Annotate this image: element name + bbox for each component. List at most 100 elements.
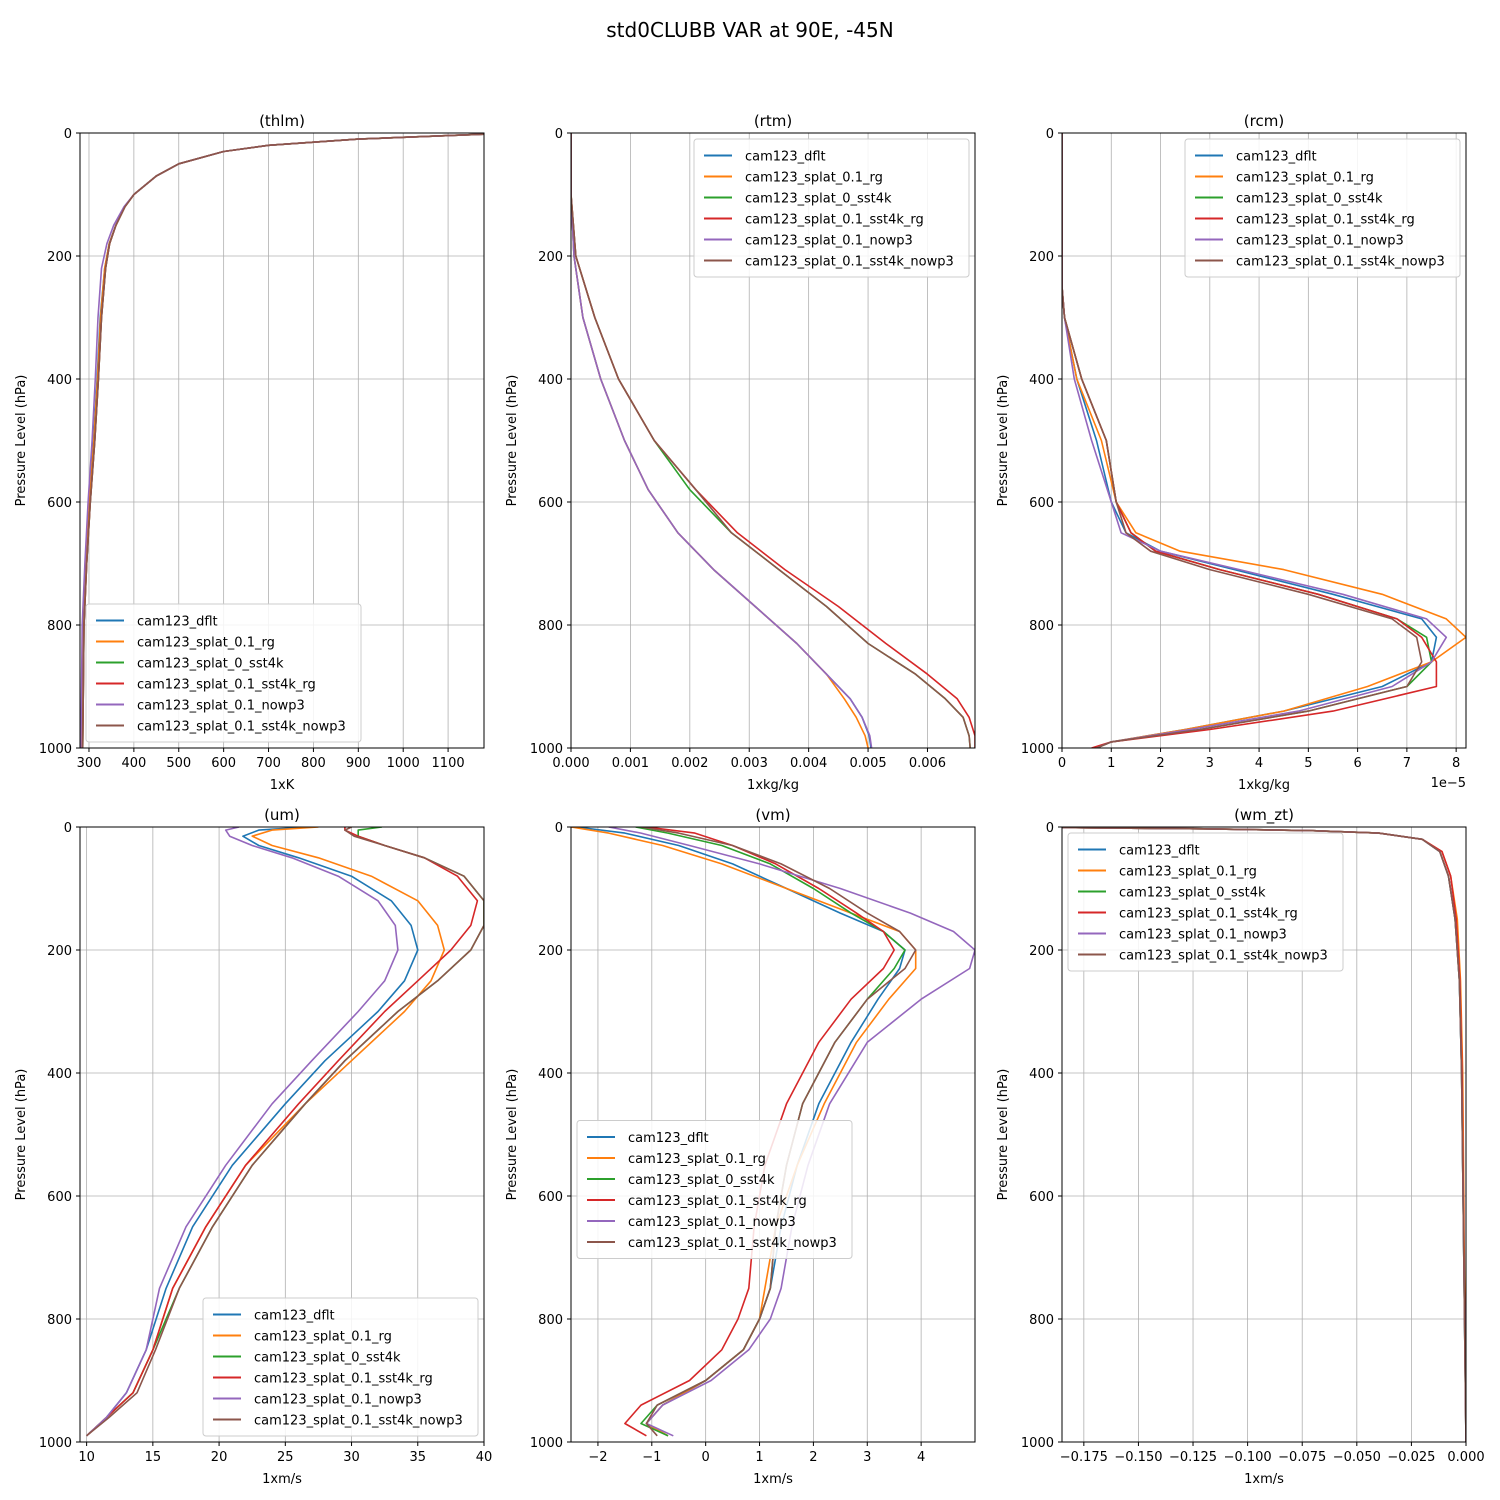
x-tick-label: 0.003 [731, 756, 768, 771]
x-axis-label: 1xm/s [1244, 1472, 1284, 1487]
series-line-4 [608, 827, 975, 1437]
legend-label-2: cam123_splat_0_sst4k [628, 1173, 775, 1188]
legend-label-1: cam123_splat_0.1_rg [745, 171, 883, 186]
y-tick-label: 200 [538, 944, 563, 959]
x-tick-label: −0.050 [1333, 1450, 1381, 1465]
y-tick-label: 1000 [1021, 742, 1054, 757]
y-tick-label: 800 [47, 1313, 72, 1328]
x-tick-label: −0.100 [1224, 1450, 1272, 1465]
x-tick-label: 6 [1353, 756, 1361, 771]
x-tick-label: 500 [166, 756, 191, 771]
legend-label-3: cam123_splat_0.1_sst4k_rg [628, 1194, 807, 1209]
y-tick-label: 0 [555, 821, 563, 836]
y-tick-label: 600 [538, 496, 563, 511]
legend: cam123_dflt cam123_splat_0.1_rg cam123_spl… [85, 603, 362, 743]
series-line-5 [81, 133, 484, 748]
figure-suptitle: std0CLUBB VAR at 90E, -45N [606, 18, 893, 42]
subplot-0: 300 400 500 600 700 800 900 1000 1100 0 200 400 600 8… [14, 112, 485, 793]
subplot-1: 0.000 0.001 0.002 0.003 0.004 0.005 0.006 0 200 4… [505, 112, 976, 793]
y-tick-label: 0 [1046, 127, 1054, 142]
y-tick-label: 800 [1029, 619, 1054, 634]
x-tick-label: 0.006 [909, 756, 946, 771]
legend-frame [693, 138, 970, 278]
x-tick-label: −0.075 [1278, 1450, 1326, 1465]
legend-label-3: cam123_splat_0.1_sst4k_rg [1236, 213, 1415, 228]
y-tick-label: 200 [1029, 250, 1054, 265]
axes-frame [79, 826, 485, 1443]
y-tick-label: 400 [47, 1067, 72, 1082]
y-tick-label: 0 [64, 821, 72, 836]
series-line-4 [571, 133, 873, 748]
legend-label-4: cam123_splat_0.1_nowp3 [137, 699, 305, 714]
subplot-3: 10 15 20 25 30 35 4002004006008001000(um)1xm/s… [14, 806, 492, 1487]
subplot-title: (rcm) [1244, 112, 1284, 130]
legend-label-4: cam123_splat_0.1_nowp3 [254, 1393, 422, 1408]
y-tick-label: 0 [64, 127, 72, 142]
subplot-title: (vm) [755, 806, 790, 824]
y-axis-label: Pressure Level (hPa) [996, 1069, 1011, 1201]
series-line-5 [1062, 133, 1423, 748]
series-line-5 [571, 133, 971, 748]
legend-label-5: cam123_splat_0.1_sst4k_nowp3 [1119, 949, 1328, 964]
y-tick-label: 200 [1029, 944, 1054, 959]
y-tick-label: 600 [538, 1190, 563, 1205]
legend-frame [202, 1297, 479, 1437]
x-tick-label: 5 [1304, 756, 1312, 771]
subplot-title: (wm_zt) [1234, 806, 1294, 825]
y-tick-label: 1000 [39, 1436, 72, 1451]
x-tick-label: 20 [211, 1450, 228, 1465]
legend-label-5: cam123_splat_0.1_sst4k_nowp3 [1236, 255, 1445, 270]
legend: cam123_dflt cam123_splat_0.1_rg cam123_spl… [693, 138, 970, 278]
x-axis-label: 1xkg/kg [1238, 778, 1290, 793]
x-tick-label: 400 [121, 756, 146, 771]
x-tick-label: 7 [1403, 756, 1411, 771]
legend: cam123_dflt cam123_splat_0.1_rg cam123_spl… [202, 1297, 479, 1437]
x-tick-label: 10 [78, 1450, 95, 1465]
y-tick-label: 600 [1029, 1190, 1054, 1205]
legend-label-4: cam123_splat_0.1_nowp3 [1119, 928, 1287, 943]
x-tick-label: 3 [863, 1450, 871, 1465]
legend-frame [1184, 138, 1461, 278]
y-tick-label: 200 [47, 250, 72, 265]
x-tick-label: 800 [301, 756, 326, 771]
y-tick-label: 400 [1029, 1067, 1054, 1082]
x-tick-label: 4 [1255, 756, 1263, 771]
legend-label-2: cam123_splat_0_sst4k [1119, 886, 1266, 901]
legend-label-0: cam123_dflt [254, 1309, 335, 1324]
x-tick-label: 0.005 [849, 756, 886, 771]
y-tick-label: 1000 [39, 742, 72, 757]
x-tick-label: 30 [343, 1450, 360, 1465]
legend-label-5: cam123_splat_0.1_sst4k_nowp3 [745, 255, 954, 270]
x-tick-label: 0.004 [790, 756, 827, 771]
legend-label-0: cam123_dflt [1119, 844, 1200, 859]
legend-frame [1067, 832, 1344, 972]
x-axis-label: 1xK [270, 778, 295, 793]
legend-label-2: cam123_splat_0_sst4k [1236, 192, 1383, 207]
y-axis-label: Pressure Level (hPa) [505, 375, 520, 507]
x-tick-label: −2 [588, 1450, 607, 1465]
legend-label-1: cam123_splat_0.1_rg [1119, 865, 1257, 880]
legend-label-3: cam123_splat_0.1_sst4k_rg [254, 1372, 433, 1387]
legend-label-5: cam123_splat_0.1_sst4k_nowp3 [137, 720, 346, 735]
x-tick-label: 1100 [432, 756, 465, 771]
y-axis-label: Pressure Level (hPa) [996, 375, 1011, 507]
axes-frame [1061, 132, 1467, 749]
x-tick-label: 35 [409, 1450, 426, 1465]
x-tick-label: 900 [346, 756, 371, 771]
legend: cam123_dflt cam123_splat_0.1_rg cam123_spl… [1067, 832, 1344, 972]
subplot-title: (um) [264, 806, 300, 824]
subplot-title: (thlm) [259, 112, 305, 130]
y-axis-label: Pressure Level (hPa) [505, 1069, 520, 1201]
legend-label-2: cam123_splat_0_sst4k [254, 1351, 401, 1366]
x-tick-label: −0.150 [1114, 1450, 1162, 1465]
series-line-5 [1062, 827, 1466, 1442]
y-axis-label: Pressure Level (hPa) [14, 375, 29, 507]
y-tick-label: 1000 [530, 1436, 563, 1451]
y-tick-label: 800 [47, 619, 72, 634]
x-tick-label: 2 [809, 1450, 817, 1465]
x-tick-label: 0.001 [612, 756, 649, 771]
legend-label-1: cam123_splat_0.1_rg [254, 1330, 392, 1345]
axes-frame [79, 132, 485, 749]
x-tick-label: 700 [256, 756, 281, 771]
legend-label-3: cam123_splat_0.1_sst4k_rg [1119, 907, 1298, 922]
